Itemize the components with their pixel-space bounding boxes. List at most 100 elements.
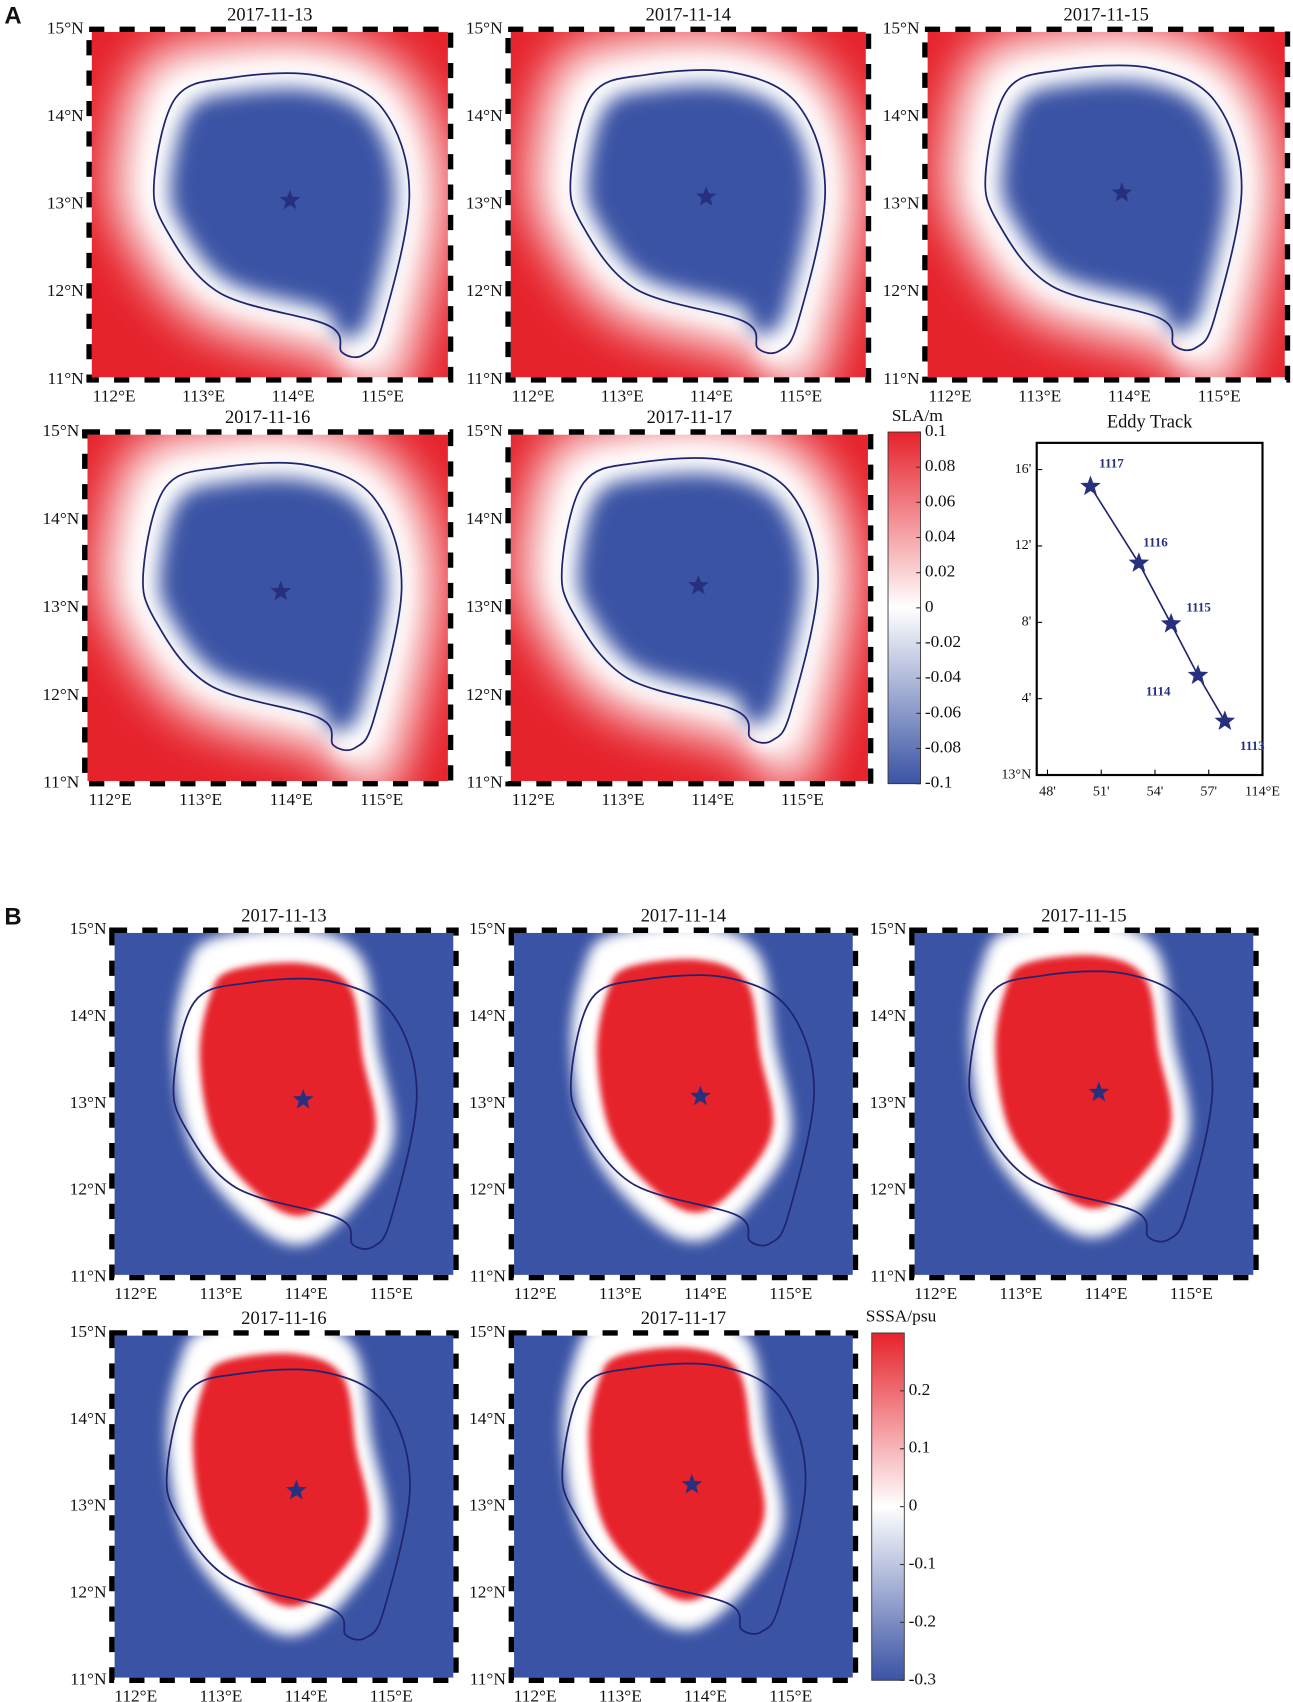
field-core: [588, 1347, 765, 1601]
x-tick-label: 112°E: [93, 386, 136, 405]
y-tick-label: 14°N: [883, 106, 920, 125]
eddy-center: [270, 580, 292, 601]
x-tick-label: 115°E: [360, 790, 403, 809]
x-tick-label: 114°E: [285, 1284, 328, 1303]
colorbar-tick-label: -0.06: [925, 702, 961, 721]
y-tick-label: 14°N: [469, 1006, 506, 1025]
colorbar-tick-label: 0.04: [925, 527, 956, 546]
x-tick-label: 114°E: [690, 386, 733, 405]
y-tick-label: 12°N: [466, 281, 503, 300]
map-frame: [508, 927, 859, 1281]
x-tick-label: 113°E: [199, 1284, 242, 1303]
eddy-center: [688, 574, 709, 595]
colorbar-tick-label: -0.2: [909, 1611, 936, 1630]
x-tick-label: 112°E: [514, 1687, 557, 1702]
y-tick-label: 11°N: [870, 1267, 907, 1286]
map-frame: [922, 26, 1291, 383]
y-tick-label: 14°N: [47, 106, 84, 125]
colorbar-tick-label: 0.06: [925, 491, 956, 510]
x-tick-label: 114°E: [1108, 386, 1151, 405]
x-tick-label: 115°E: [370, 1687, 413, 1702]
eddy-center: [292, 1088, 314, 1109]
field-core: [586, 85, 811, 335]
field-core: [192, 1353, 370, 1607]
colorbar-tick-label: -0.1: [925, 773, 952, 792]
x-tick-label: 115°E: [779, 386, 822, 405]
y-tick-label: 13°N: [70, 1496, 107, 1515]
map-title: 2017-11-17: [647, 407, 732, 427]
x-tick-label: 115°E: [361, 386, 404, 405]
track-point: [1214, 710, 1236, 730]
eddy-center: [1088, 1081, 1110, 1102]
colorbar-tick-label: -0.02: [925, 632, 961, 651]
eddy-contour: [560, 457, 819, 744]
eddy-contour: [142, 461, 403, 752]
y-tick-label: 14°N: [466, 509, 503, 528]
x-tick-label: 114°E: [285, 1687, 328, 1702]
map-title: 2017-11-14: [646, 5, 731, 25]
y-tick-label: 11°N: [47, 369, 84, 388]
colorbar: [887, 431, 922, 785]
eddy-center: [286, 1479, 307, 1500]
eddy-contour: [569, 974, 815, 1247]
colorbar-tick-label: 0: [925, 597, 934, 616]
y-tick-label: 13°N: [469, 1496, 506, 1515]
y-tick-label: 13°N: [43, 597, 80, 616]
y-tick-label: 4': [1022, 690, 1032, 706]
track-title: Eddy Track: [1107, 412, 1193, 432]
map-title: 2017-11-15: [1064, 5, 1149, 25]
x-tick-label: 112°E: [914, 1284, 957, 1303]
y-tick-label: 14°N: [469, 1409, 506, 1428]
x-tick-label: 112°E: [114, 1687, 157, 1702]
map-title: 2017-11-15: [1041, 905, 1126, 925]
y-tick-label: 12': [1015, 537, 1032, 553]
colorbar-tick-label: 0.1: [925, 421, 947, 440]
x-tick-label: 112°E: [89, 790, 132, 809]
y-tick-label: 14°N: [870, 1006, 907, 1025]
y-tick-label: 11°N: [70, 1267, 107, 1286]
map: [508, 432, 871, 784]
x-tick-label: 54': [1147, 784, 1164, 800]
colorbar-tick-label: 0.02: [925, 562, 955, 581]
x-tick-label: 115°E: [1198, 386, 1241, 405]
y-tick-label: 14°N: [70, 1409, 107, 1428]
colorbar-tick-label: 0: [909, 1496, 918, 1515]
panel-label: A: [4, 3, 21, 30]
field-core: [159, 478, 388, 732]
map-frame: [82, 429, 454, 787]
field-core: [170, 88, 396, 339]
eddy-contour: [172, 977, 418, 1250]
field-core: [1001, 80, 1228, 332]
eddy-contour: [152, 72, 411, 359]
map-frame: [109, 1330, 459, 1684]
x-tick-label: 115°E: [769, 1284, 812, 1303]
y-tick-label: 12°N: [70, 1582, 107, 1601]
x-tick-label: 114°E: [272, 386, 315, 405]
x-tick-label: 114°E: [270, 790, 313, 809]
x-tick-label: 113°E: [182, 386, 225, 405]
colorbar-title: SSSA/psu: [866, 1307, 937, 1326]
map-frame: [508, 1330, 859, 1684]
map-frame: [909, 927, 1259, 1281]
y-tick-label: 13°N: [469, 1093, 506, 1112]
map-frame: [505, 429, 874, 787]
track-point: [1080, 475, 1101, 496]
y-tick-label: 12°N: [870, 1180, 907, 1199]
x-tick-label: 113°E: [179, 790, 222, 809]
y-tick-label: 11°N: [466, 369, 503, 388]
eddy-contour: [968, 970, 1214, 1243]
x-tick-label: 112°E: [514, 1284, 557, 1303]
track-point: [1128, 552, 1150, 572]
y-tick-label: 16': [1015, 461, 1032, 477]
y-tick-label: 11°N: [70, 1669, 107, 1688]
map-title: 2017-11-17: [641, 1308, 726, 1328]
x-tick-label: 112°E: [929, 386, 972, 405]
y-tick-label: 13°N: [883, 194, 920, 213]
x-tick-label: 115°E: [370, 1284, 413, 1303]
x-tick-label: 112°E: [114, 1284, 157, 1303]
field-core: [597, 959, 774, 1213]
y-tick-label: 14°N: [70, 1006, 107, 1025]
y-tick-label: 11°N: [43, 773, 80, 792]
colorbar-tick-label: -0.08: [925, 738, 961, 757]
y-tick-label: 15°N: [466, 18, 503, 37]
